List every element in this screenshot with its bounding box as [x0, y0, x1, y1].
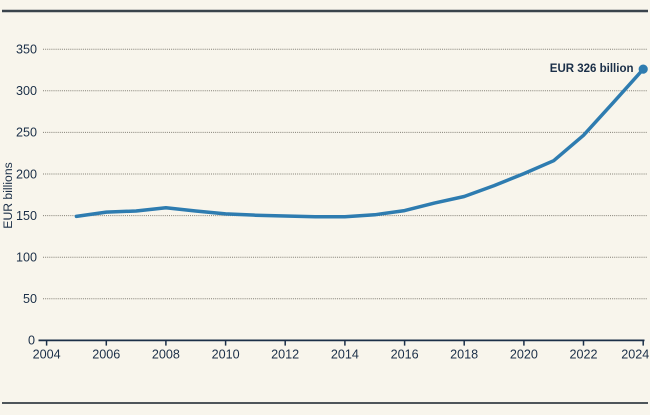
svg-text:2022: 2022 [569, 348, 597, 362]
svg-text:250: 250 [16, 126, 37, 140]
svg-text:200: 200 [16, 167, 37, 181]
svg-text:2014: 2014 [331, 348, 359, 362]
svg-text:2024: 2024 [621, 348, 649, 362]
svg-text:2016: 2016 [391, 348, 419, 362]
svg-text:50: 50 [23, 292, 37, 306]
svg-text:150: 150 [16, 209, 37, 223]
svg-text:2018: 2018 [450, 348, 478, 362]
svg-text:2020: 2020 [510, 348, 538, 362]
svg-text:350: 350 [16, 43, 37, 57]
svg-text:EUR billions: EUR billions [1, 162, 15, 228]
svg-text:2008: 2008 [152, 348, 180, 362]
svg-text:100: 100 [16, 251, 37, 265]
svg-text:2012: 2012 [271, 348, 299, 362]
svg-text:2010: 2010 [212, 348, 240, 362]
svg-text:EUR 326 billion: EUR 326 billion [550, 63, 634, 75]
svg-text:2006: 2006 [92, 348, 120, 362]
svg-text:300: 300 [16, 84, 37, 98]
svg-text:2004: 2004 [33, 348, 61, 362]
svg-text:0: 0 [28, 334, 35, 348]
